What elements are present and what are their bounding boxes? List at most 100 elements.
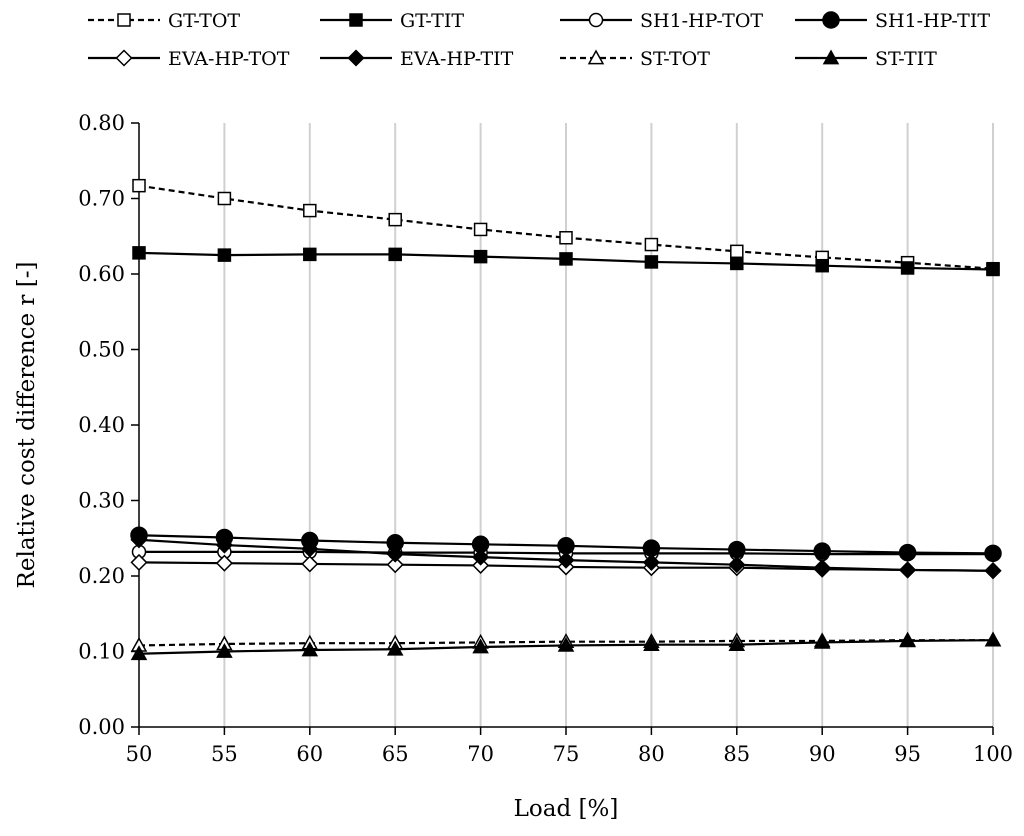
data-point — [215, 536, 233, 554]
y-tick-label: 0.80 — [78, 111, 125, 135]
legend-marker — [822, 49, 840, 65]
legend-item: GT-TIT — [320, 10, 464, 32]
series-gt-tit — [132, 246, 1000, 277]
data-point — [303, 247, 317, 262]
data-point — [813, 633, 831, 649]
legend-item: SH1-HP-TIT — [795, 10, 990, 32]
data-point — [472, 548, 490, 566]
data-point — [303, 203, 317, 218]
x-tick-label: 100 — [973, 742, 1013, 766]
legend-label: SH1-HP-TIT — [875, 10, 990, 32]
data-point — [642, 553, 660, 571]
data-point — [986, 262, 1000, 277]
x-tick-label: 55 — [211, 742, 238, 766]
data-point — [215, 554, 233, 572]
y-tick-label: 0.10 — [78, 640, 125, 664]
legend-marker — [117, 13, 131, 27]
data-point — [217, 248, 232, 262]
legend-item: EVA-HP-TIT — [320, 48, 514, 70]
y-tick-label: 0.00 — [78, 715, 125, 739]
x-tick-label: 90 — [809, 742, 836, 766]
data-point — [730, 244, 744, 259]
legend-label: SH1-HP-TOT — [640, 10, 763, 32]
data-point — [388, 247, 402, 262]
legend-marker — [588, 12, 604, 28]
y-tick-label: 0.30 — [78, 489, 125, 513]
series-st-tit — [130, 631, 1002, 661]
x-axis-title: Load [%] — [514, 796, 619, 822]
legend-label: EVA-HP-TIT — [400, 48, 514, 70]
legend-label: ST-TOT — [640, 48, 710, 70]
data-point — [472, 638, 489, 654]
data-point — [728, 540, 746, 559]
data-point — [728, 556, 746, 574]
x-tick-labels: 50 55 60 65 70 75 80 85 90 95 100 — [126, 727, 1013, 766]
legend: GT-TOT GT-TIT SH1-HP-TOT SH1-HP-TIT EVA-HP-T… — [88, 10, 990, 70]
data-point — [130, 531, 148, 549]
y-tick-label: 0.60 — [78, 262, 125, 286]
legend-item: GT-TOT — [88, 10, 240, 32]
data-point — [899, 561, 917, 579]
data-point — [643, 636, 660, 652]
grid-lines — [223, 123, 994, 727]
series-eva-hp-tit — [130, 531, 1002, 580]
data-point — [386, 545, 404, 563]
x-tick-label: 60 — [296, 742, 323, 766]
y-axis-title: Relative cost difference r [-] — [14, 262, 40, 589]
data-point — [813, 542, 831, 560]
legend-marker — [347, 49, 365, 67]
data-point — [132, 246, 146, 260]
data-point — [900, 261, 915, 275]
data-point — [730, 256, 744, 271]
legend-marker — [587, 49, 605, 65]
data-point — [644, 237, 659, 252]
data-point — [386, 640, 404, 656]
data-point — [559, 252, 573, 266]
y-tick-label: 0.20 — [78, 564, 125, 588]
y-tick-labels: 0.00 0.10 0.20 0.30 0.40 0.50 0.60 0.70 0.80 — [78, 111, 139, 739]
data-point — [386, 556, 404, 574]
data-point — [473, 249, 488, 264]
data-point — [984, 544, 1002, 563]
x-tick-label: 65 — [382, 742, 409, 766]
data-point — [388, 212, 402, 227]
data-point — [559, 231, 573, 245]
legend-item: EVA-HP-TOT — [88, 48, 290, 70]
x-tick-label: 70 — [467, 742, 494, 766]
legend-marker — [349, 13, 363, 27]
y-tick-label: 0.70 — [78, 187, 125, 211]
data-point — [642, 539, 661, 557]
x-tick-label: 85 — [723, 742, 750, 766]
y-tick-label: 0.50 — [78, 338, 125, 362]
legend-marker — [822, 11, 840, 29]
y-tick-label: 0.40 — [78, 413, 125, 437]
data-point — [130, 645, 148, 661]
data-point — [473, 222, 488, 237]
data-point — [130, 553, 148, 571]
data-point — [728, 636, 746, 652]
data-point — [217, 191, 232, 206]
data-point — [216, 642, 233, 658]
data-point — [984, 631, 1002, 647]
data-point — [301, 555, 319, 573]
legend-label: EVA-HP-TOT — [168, 48, 290, 70]
legend-label: GT-TOT — [168, 10, 240, 32]
legend-label: GT-TIT — [400, 10, 464, 32]
legend-label: ST-TIT — [875, 48, 937, 70]
data-point — [132, 178, 146, 193]
data-point — [557, 551, 575, 569]
data-point — [898, 543, 917, 562]
x-tick-label: 95 — [894, 742, 921, 766]
data-point — [301, 641, 319, 657]
legend-item: SH1-HP-TOT — [560, 10, 763, 32]
data-point — [984, 562, 1002, 580]
series-line — [138, 639, 993, 647]
x-tick-label: 50 — [126, 742, 153, 766]
data-point — [899, 632, 916, 648]
data-point — [301, 540, 319, 558]
legend-marker — [115, 49, 133, 67]
x-tick-label: 80 — [638, 742, 665, 766]
data-point — [557, 636, 575, 652]
data-point — [644, 255, 659, 269]
